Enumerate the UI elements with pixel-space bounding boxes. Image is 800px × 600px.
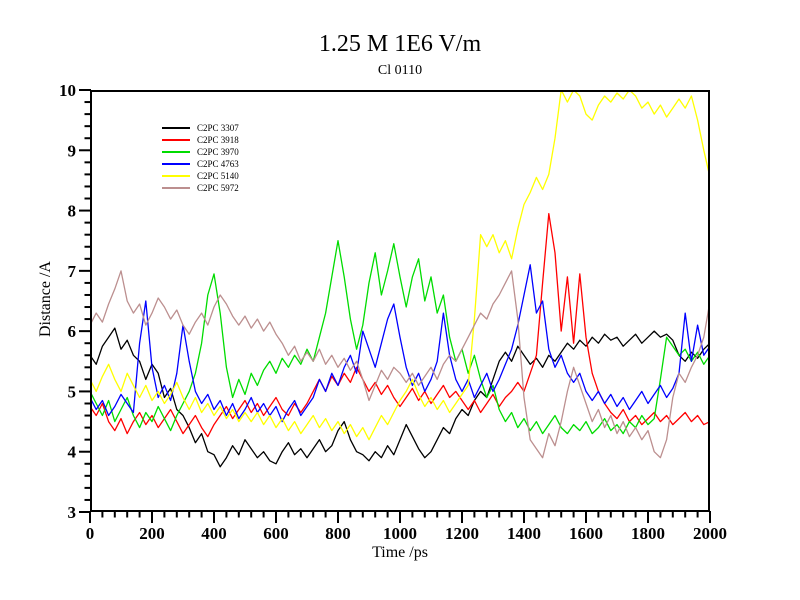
x-axis-tick-label: 1400	[507, 524, 541, 543]
legend-line-swatch	[162, 163, 190, 165]
x-axis-tick-label: 1200	[445, 524, 479, 543]
legend-item-label: C2PC 4763	[197, 159, 239, 169]
legend-line-swatch	[162, 127, 190, 129]
legend-item-label: C2PC 3970	[197, 147, 239, 157]
legend-item: C2PC 3307	[162, 122, 239, 134]
y-axis-tick-label: 10	[59, 81, 76, 100]
x-axis-tick-label: 400	[201, 524, 227, 543]
y-axis-tick-label: 7	[68, 262, 77, 281]
series-line-c2pc-4763	[91, 264, 709, 423]
y-axis-tick-label: 6	[68, 322, 77, 341]
y-axis-tick-label: 5	[68, 382, 77, 401]
y-axis-tick-label: 3	[68, 503, 77, 522]
x-axis-tick-label: 1600	[569, 524, 603, 543]
plot-frame	[90, 90, 710, 512]
x-axis-tick-label: 200	[139, 524, 165, 543]
legend-line-swatch	[162, 187, 190, 189]
series-line-c2pc-3307	[91, 327, 709, 468]
x-axis-tick-label: 800	[325, 524, 351, 543]
legend: C2PC 3307 C2PC 3918 C2PC 3970 C2PC 4763 C2PC…	[162, 122, 239, 194]
legend-item: C2PC 3970	[162, 146, 239, 158]
legend-item: C2PC 5140	[162, 170, 239, 182]
series-line-c2pc-3918	[91, 212, 709, 438]
series-line-c2pc-5972	[91, 270, 709, 459]
x-axis-tick-label: 600	[263, 524, 289, 543]
legend-item: C2PC 5972	[162, 182, 239, 194]
x-axis-tick-label: 1000	[383, 524, 417, 543]
legend-item-label: C2PC 3918	[197, 135, 239, 145]
legend-line-swatch	[162, 175, 190, 177]
legend-line-swatch	[162, 151, 190, 153]
y-axis-tick-label: 8	[68, 202, 77, 221]
y-axis-tick-label: 9	[68, 141, 77, 160]
legend-item: C2PC 3918	[162, 134, 239, 146]
chart-subtitle: Cl 0110	[377, 63, 423, 78]
y-axis-label: Distance /A	[37, 261, 54, 337]
legend-line-swatch	[162, 139, 190, 141]
chart-title: 1.25 M 1E6 V/m	[318, 31, 482, 57]
series-line-c2pc-5140	[91, 90, 709, 441]
legend-item-label: C2PC 5972	[197, 183, 239, 193]
x-axis-tick-label: 1800	[631, 524, 665, 543]
legend-item: C2PC 4763	[162, 158, 239, 170]
x-axis-tick-label: 0	[86, 524, 95, 543]
y-axis-tick-label: 4	[68, 443, 77, 462]
legend-item-label: C2PC 5140	[197, 171, 239, 181]
legend-item-label: C2PC 3307	[197, 123, 239, 133]
x-axis-tick-label: 2000	[693, 524, 727, 543]
x-axis-label: Time /ps	[372, 544, 428, 561]
